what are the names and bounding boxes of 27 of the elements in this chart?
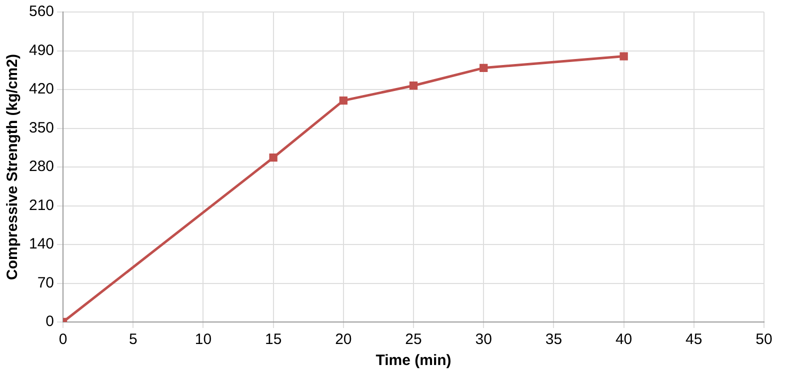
x-tick-label: 20	[335, 331, 352, 348]
x-tick-label: 40	[615, 331, 632, 348]
x-tick-label: 45	[686, 331, 702, 348]
x-tick-label: 35	[545, 331, 562, 348]
point	[269, 154, 278, 162]
x-tick-label: 50	[756, 331, 772, 348]
y-tick-label: 350	[28, 119, 54, 136]
point	[620, 52, 628, 60]
y-tick-label: 490	[28, 42, 54, 59]
y-tick-label: 280	[28, 158, 54, 176]
point	[339, 96, 348, 105]
y-tick-label: 70	[37, 274, 54, 292]
x-tick-label: 10	[194, 331, 212, 348]
y-tick-label: 560	[28, 3, 54, 20]
x-tick-label: 25	[405, 331, 422, 348]
y-axis-title: Compressive Strength (kg/cm2)	[4, 54, 22, 280]
point	[409, 82, 418, 90]
point	[480, 64, 488, 72]
y-tick-label: 420	[28, 80, 54, 98]
x-tick-label: 0	[58, 331, 68, 348]
x-axis-title: Time (min)	[376, 352, 452, 370]
y-tick-label: 0	[46, 313, 54, 330]
y-tick-label: 210	[28, 196, 54, 214]
x-tick-label: 30	[475, 331, 492, 348]
y-tick-label: 140	[28, 236, 54, 253]
x-tick-label: 5	[128, 331, 138, 348]
x-tick-label: 15	[264, 331, 282, 348]
